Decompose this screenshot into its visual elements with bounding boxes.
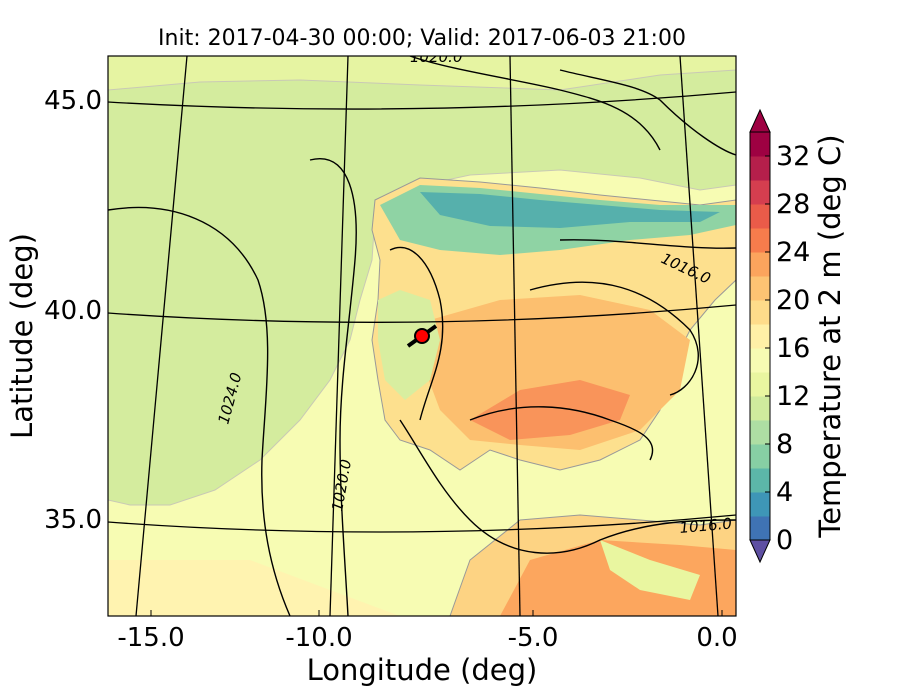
colorbar-tick-label: 24 [776,237,810,268]
colorbar-extend-min [749,539,771,564]
colorbar-frame [749,131,771,541]
station-marker [406,324,438,348]
colorbar-segment [750,516,770,541]
colorbar-segment [750,348,770,373]
colorbar-segment [750,228,770,253]
colorbar-tick-label: 20 [776,285,810,316]
colorbar-segment [750,444,770,469]
cool-ocean-strip [108,56,736,91]
isobar-label: 1016.0 [679,514,733,537]
x-axis: -15.0 -10.0 -5.0 0.0 Longitude (deg) [117,610,738,687]
colorbar-label: Temperature at 2 m (deg C) [813,134,847,538]
colorbar-segment [750,204,770,229]
map-area: 1020.0 1016.0 1024.0 1020.0 1016.0 [108,48,736,616]
colorbar-tick-label: 8 [776,429,793,460]
colorbar-segment [750,324,770,349]
colorbar-segment [750,180,770,205]
africa-coast-cool [600,540,700,600]
colorbar-segment [750,420,770,445]
colorbar-segment [750,492,770,517]
colorbar-tick-label: 0 [776,525,793,556]
cool-ocean-north [108,56,736,506]
x-tick-label: -15.0 [117,623,184,653]
colorbar: 0 4 8 12 16 20 24 28 32 [749,108,810,564]
iberia-hot-band [470,380,630,440]
colorbar-segment [750,156,770,181]
y-tick-label: 40.0 [44,296,102,326]
y-axis-label: Latitude (deg) [5,233,39,439]
colorbar-segment [750,300,770,325]
colorbar-extend-max [749,108,771,133]
graticule [108,56,736,616]
colorbar-tick-label: 16 [776,333,810,364]
y-tick-label: 35.0 [44,505,102,535]
isobars [108,56,736,616]
colorbar-segment [750,468,770,493]
colorbar-tick-label: 28 [776,189,810,220]
colorbar-segment [750,276,770,301]
x-tick-label: 0.0 [696,623,737,653]
x-axis-label: Longitude (deg) [307,653,538,687]
warm-ocean-south [108,560,400,616]
colorbar-segment [750,396,770,421]
colorbar-tick-label: 32 [776,141,810,172]
isobar-label: 1020.0 [410,48,463,66]
colorbar-tick-label: 4 [776,477,793,508]
x-tick-label: -5.0 [508,623,559,653]
y-axis: 45.0 40.0 35.0 Latitude (deg) [5,86,102,535]
colorbar-segment [750,132,770,157]
colorbar-segment [750,252,770,277]
colorbar-segment [750,372,770,397]
chart-title: Init: 2017-04-30 00:00; Valid: 2017-06-0… [158,26,686,51]
map-frame [107,55,737,617]
y-tick-label: 45.0 [44,86,102,116]
iberia-north-cold [420,192,720,228]
colorbar-tick-label: 12 [776,381,810,412]
x-tick-label: -10.0 [285,623,352,653]
